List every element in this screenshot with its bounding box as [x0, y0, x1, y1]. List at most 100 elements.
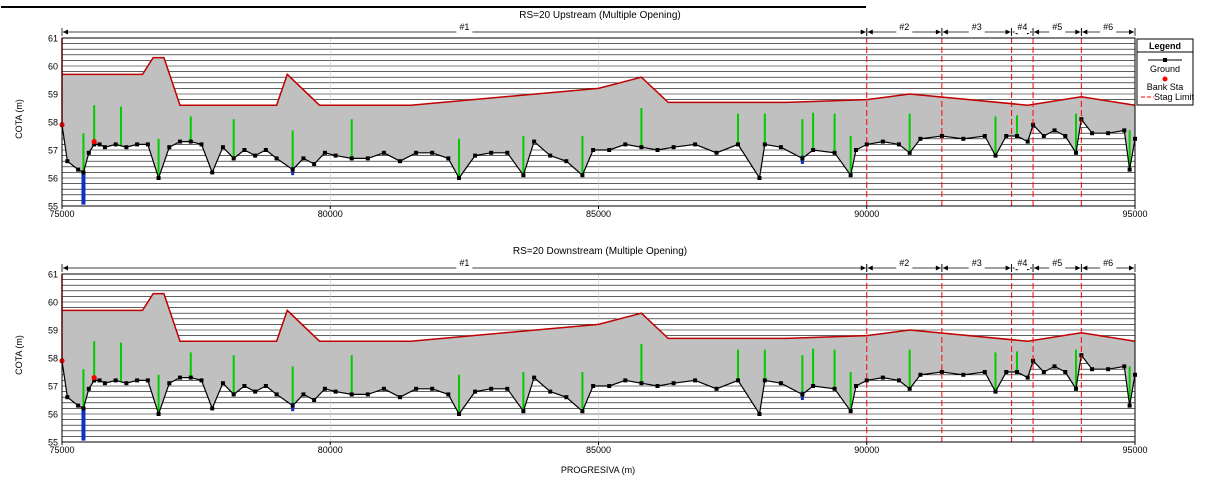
ground-point: [349, 156, 354, 161]
ground-point: [322, 150, 327, 155]
ground-point: [414, 150, 419, 155]
ground-point: [1025, 375, 1030, 380]
opening-label: #2: [899, 22, 909, 32]
ground-point: [113, 378, 118, 383]
ground-marker-icon: [1163, 58, 1167, 62]
arrow-right-icon: [935, 29, 941, 35]
ground-point: [489, 150, 494, 155]
ground-point: [939, 134, 944, 138]
ground-point: [1063, 134, 1068, 138]
ground-point: [253, 389, 258, 394]
ground-point: [290, 403, 295, 408]
ground-point: [76, 167, 81, 172]
arrow-right-icon: [860, 265, 866, 271]
ground-point: [714, 386, 719, 391]
opening-label: #4: [1017, 258, 1027, 268]
ground-point: [397, 395, 402, 400]
ground-point: [210, 170, 215, 175]
arrow-left-icon: [1034, 265, 1040, 271]
opening-label-bg: [896, 259, 913, 269]
ground-point: [961, 372, 966, 377]
ground-point: [1127, 403, 1132, 408]
ground-point: [505, 150, 510, 155]
ground-point: [86, 150, 91, 155]
ground-point: [548, 153, 553, 158]
ground-point: [263, 384, 268, 388]
legend-label: Bank Sta: [1147, 82, 1184, 92]
legend: Legend Ground Bank Sta Stag Limit: [1136, 38, 1195, 106]
ground-point: [167, 145, 172, 150]
ground-point: [548, 389, 553, 394]
ground-point: [982, 370, 987, 374]
ground-point: [532, 139, 537, 144]
y-tick-label: 59: [48, 326, 58, 336]
legend-label: Stag Limit: [1154, 92, 1195, 102]
ground-point: [81, 170, 86, 175]
ground-point: [1073, 150, 1078, 155]
opening-label-bg: [456, 23, 473, 33]
ground-point: [918, 136, 923, 141]
y-tick-label: 56: [48, 410, 58, 420]
ground-point: [521, 173, 526, 178]
ground-point: [473, 153, 478, 158]
ground-point: [301, 392, 306, 397]
opening-label-bg: [896, 23, 913, 33]
y-tick-label: 55: [48, 202, 58, 212]
y-tick-label: 59: [48, 90, 58, 100]
ground-point: [639, 381, 644, 386]
ground-point: [854, 148, 859, 152]
x-tick-label: 95000: [1122, 445, 1147, 455]
ground-point: [1052, 128, 1057, 133]
legend-box: [1136, 38, 1194, 106]
x-tick-label: 75000: [49, 445, 74, 455]
opening-label-bg: [1014, 23, 1031, 33]
ground-point: [655, 148, 660, 152]
ground-point: [811, 384, 816, 388]
ground-point: [623, 378, 628, 383]
ground-point: [896, 142, 901, 147]
ground-point: [832, 150, 837, 155]
ground-point: [430, 386, 435, 391]
y-tick-label: 61: [48, 34, 58, 44]
ground-point: [961, 136, 966, 141]
ground-point: [982, 134, 987, 138]
opening-label-bg: [968, 259, 985, 269]
ground-point: [97, 142, 102, 147]
ground-point: [1052, 364, 1057, 369]
ground-point: [473, 389, 478, 394]
arrow-right-icon: [860, 29, 866, 35]
x-tick-label: 90000: [854, 209, 879, 219]
ground-point: [220, 145, 225, 150]
ground-point: [907, 150, 912, 155]
ground-point: [800, 392, 805, 397]
ground-point: [607, 384, 612, 388]
arrow-left-icon: [867, 265, 873, 271]
ground-point: [757, 176, 762, 180]
ground-point: [92, 142, 97, 147]
x-tick-label: 80000: [318, 209, 343, 219]
y-tick-label: 58: [48, 354, 58, 364]
ground-point: [145, 378, 150, 383]
ground-point: [505, 386, 510, 391]
opening-label: #4: [1017, 22, 1027, 32]
ground-point: [671, 381, 676, 386]
ground-point: [1063, 370, 1068, 374]
ground-point: [199, 142, 204, 147]
ground-point: [156, 412, 161, 416]
ground-point: [639, 145, 644, 150]
ground-point: [848, 173, 853, 178]
ground-point: [446, 156, 451, 161]
opening-label-bg: [1049, 23, 1066, 33]
ground-point: [1014, 370, 1019, 374]
ground-point: [918, 372, 923, 377]
ground-point: [81, 406, 86, 411]
opening-label: #1: [459, 258, 469, 268]
ground-point: [580, 409, 585, 414]
legend-item-ground: Ground: [1148, 58, 1182, 74]
ground-point: [124, 381, 129, 386]
ground-point: [993, 153, 998, 158]
arrow-right-icon: [1005, 29, 1011, 35]
ground-point: [156, 176, 161, 180]
ground-point: [811, 148, 816, 152]
ground-point: [457, 412, 462, 416]
